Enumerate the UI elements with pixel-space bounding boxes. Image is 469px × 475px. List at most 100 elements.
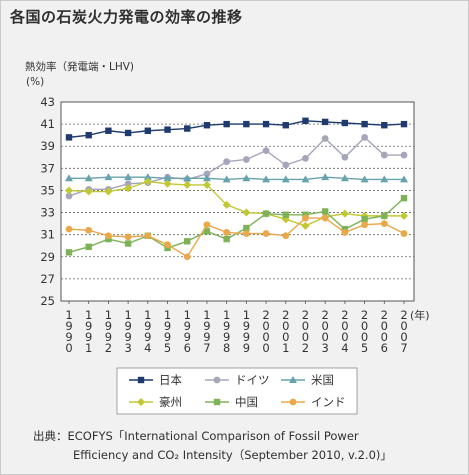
data-point: [85, 226, 93, 234]
data-point: [321, 173, 330, 181]
data-point: [361, 133, 368, 141]
data-point: [105, 127, 112, 134]
plot-area: [60, 101, 415, 302]
legend-item: 日本: [129, 373, 182, 387]
data-point: [242, 230, 250, 237]
data-point: [65, 186, 73, 195]
source-note: 出典：ECOFYS「International Comparison of Fo…: [33, 427, 392, 465]
data-point: [144, 232, 152, 240]
legend-marker: [213, 398, 221, 406]
data-point: [222, 200, 231, 209]
y-tick-label: 27: [40, 272, 55, 286]
y-tick-label: 39: [40, 139, 55, 153]
data-point: [381, 212, 388, 220]
data-point: [183, 180, 192, 189]
legend-item: 米国: [281, 373, 334, 387]
y-tick-label: 33: [40, 206, 55, 220]
legend-label: ドイツ: [235, 373, 270, 387]
data-point: [223, 235, 230, 243]
legend-item: ドイツ: [205, 373, 270, 387]
data-point: [242, 174, 251, 182]
legend-marker: [137, 376, 145, 384]
data-point: [124, 173, 133, 181]
data-point: [340, 209, 349, 218]
data-point: [65, 225, 73, 233]
data-point: [143, 173, 152, 181]
data-point: [321, 208, 329, 215]
series-3: [65, 177, 408, 230]
data-point: [400, 194, 408, 202]
legend-item: インド: [281, 395, 346, 409]
x-axis-unit: (年): [410, 308, 430, 322]
data-point: [104, 187, 113, 196]
data-point: [223, 158, 231, 166]
legend-label: インド: [311, 395, 346, 409]
data-point: [124, 184, 133, 193]
data-point: [163, 174, 172, 182]
data-point: [282, 211, 289, 218]
series-line: [68, 120, 405, 139]
data-point: [400, 230, 408, 237]
data-point: [302, 154, 309, 162]
data-point: [360, 175, 369, 183]
data-point: [262, 120, 270, 128]
legend-marker: [213, 376, 221, 384]
y-tick-label: 41: [40, 117, 55, 131]
data-point: [340, 174, 349, 182]
series-line: [68, 136, 404, 197]
data-point: [302, 214, 309, 222]
data-point: [262, 230, 270, 237]
y-tick-label: 43: [40, 95, 55, 109]
data-point: [124, 233, 132, 241]
data-point: [262, 147, 270, 155]
series-0: [65, 117, 408, 141]
legend-marker: [289, 376, 297, 383]
legend-item: 中国: [205, 395, 258, 409]
data-point: [203, 122, 211, 129]
source-line-2: Efficiency and CO₂ Intensity（September 2…: [73, 448, 392, 462]
y-tick-label: 31: [40, 228, 55, 242]
data-point: [242, 208, 251, 217]
data-point: [183, 253, 191, 261]
y-axis-unit: (%): [26, 76, 45, 88]
data-point: [65, 192, 73, 200]
data-point: [400, 211, 408, 220]
legend-label: 米国: [311, 373, 334, 387]
data-point: [361, 120, 368, 128]
data-point: [380, 175, 389, 183]
data-point: [380, 151, 388, 159]
legend-label: 豪州: [159, 395, 182, 409]
data-point: [223, 120, 230, 128]
data-point: [163, 179, 172, 188]
data-point: [242, 156, 250, 163]
data-point: [321, 135, 329, 142]
data-point: [282, 232, 290, 240]
data-point: [65, 174, 73, 182]
data-point: [144, 127, 152, 134]
data-point: [243, 120, 250, 128]
data-point: [203, 228, 211, 235]
legend-marker: [289, 398, 297, 406]
series-line: [69, 176, 404, 181]
source-prefix: 出典：: [33, 429, 68, 443]
data-point: [65, 134, 73, 141]
legend: [116, 367, 358, 415]
data-point: [281, 175, 290, 183]
data-point: [183, 174, 192, 182]
data-point: [301, 221, 310, 230]
data-point: [124, 129, 132, 137]
data-point: [124, 240, 132, 247]
legend-item: 豪州: [129, 395, 182, 409]
